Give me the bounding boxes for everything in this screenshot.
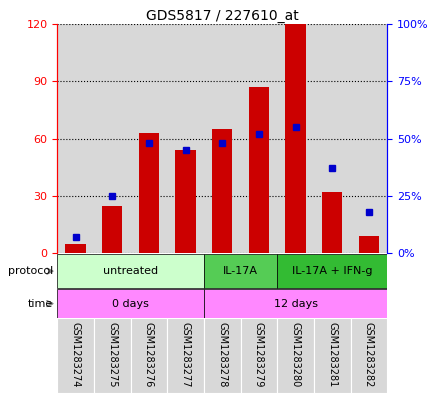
Text: time: time	[28, 299, 53, 309]
Text: GSM1283278: GSM1283278	[217, 322, 227, 387]
Bar	[131, 318, 167, 393]
Text: GSM1283282: GSM1283282	[364, 322, 374, 387]
Text: protocol: protocol	[7, 266, 53, 276]
Text: 12 days: 12 days	[274, 299, 318, 309]
Bar	[241, 318, 277, 393]
Bar	[286, 24, 306, 253]
Title: GDS5817 / 227610_at: GDS5817 / 227610_at	[146, 9, 299, 22]
Bar	[322, 192, 342, 253]
Text: IL-17A: IL-17A	[223, 266, 258, 276]
Bar	[359, 236, 379, 253]
Bar	[212, 129, 232, 253]
Text: GSM1283275: GSM1283275	[107, 322, 117, 387]
Bar	[249, 87, 269, 253]
Text: IL-17A + IFN-g: IL-17A + IFN-g	[292, 266, 372, 276]
Text: 0 days: 0 days	[112, 299, 149, 309]
Bar	[277, 318, 314, 393]
Bar	[204, 289, 387, 318]
Bar	[204, 318, 241, 393]
Text: untreated: untreated	[103, 266, 158, 276]
Bar	[94, 318, 131, 393]
Bar	[314, 318, 351, 393]
Text: GSM1283274: GSM1283274	[70, 322, 81, 387]
Bar	[139, 133, 159, 253]
Bar	[102, 206, 122, 253]
Bar	[57, 289, 204, 318]
Bar	[66, 244, 86, 253]
Text: GSM1283277: GSM1283277	[180, 322, 191, 387]
Bar	[351, 318, 387, 393]
Bar	[277, 254, 387, 288]
Bar	[167, 318, 204, 393]
Text: GSM1283280: GSM1283280	[290, 322, 301, 387]
Bar	[57, 318, 94, 393]
Bar	[176, 150, 196, 253]
Bar	[57, 254, 204, 288]
Text: GSM1283276: GSM1283276	[144, 322, 154, 387]
Bar	[204, 254, 277, 288]
Text: GSM1283279: GSM1283279	[254, 322, 264, 387]
Text: GSM1283281: GSM1283281	[327, 322, 337, 387]
